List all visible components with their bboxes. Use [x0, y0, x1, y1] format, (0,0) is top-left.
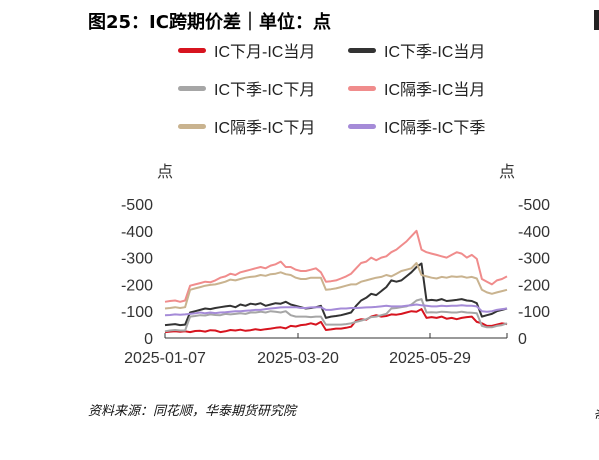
- chart-title: 图25：IC跨期价差｜单位：点: [88, 8, 331, 34]
- y-axis-right: 0 -100 -200 -300 -400 -500: [518, 197, 550, 348]
- series-line-1: [164, 308, 508, 334]
- legend-swatch-purple: [348, 123, 376, 129]
- y-tick-label-left: -100: [121, 304, 153, 321]
- legend-item-4: IC隔季-IC当月: [348, 76, 485, 100]
- x-tick-label-2: 2025-03-20: [257, 350, 339, 367]
- adjacent-figure-edge: [594, 10, 599, 30]
- series-line-4: [164, 229, 508, 303]
- legend-swatch-tan: [178, 123, 206, 129]
- y-tick-label-left: -400: [121, 224, 153, 241]
- legend-item-3: IC下季-IC下月: [178, 76, 315, 100]
- legend-item-2: IC下季-IC当月: [348, 38, 485, 62]
- x-tick-label-1: 2025-01-07: [124, 350, 206, 367]
- legend-item-6: IC隔季-IC下季: [348, 114, 485, 138]
- x-tick-label-3: 2025-05-29: [389, 350, 471, 367]
- y-tick-label-right: -300: [518, 251, 550, 268]
- legend-item-5: IC隔季-IC下月: [178, 114, 315, 138]
- series-line-3: [164, 298, 508, 333]
- legend-swatch-pink: [348, 85, 376, 91]
- legend-label-1: IC下月-IC当月: [214, 44, 316, 61]
- y-tick-label-right: -200: [518, 277, 550, 294]
- legend-swatch-black: [348, 47, 376, 53]
- legend-label-3: IC下季-IC下月: [214, 82, 316, 99]
- chart-title-text: 图25：IC跨期价差｜单位：点: [88, 12, 331, 33]
- y-tick-label-right: 0: [518, 331, 527, 348]
- y-axis-unit-right: 点: [499, 163, 515, 181]
- adjacent-source-edge: 资: [593, 405, 599, 419]
- y-tick-label-left: -500: [121, 197, 153, 214]
- y-axis-left: 0 -100 -200 -300 -400 -500: [121, 197, 153, 348]
- legend-item-1: IC下月-IC当月: [178, 38, 315, 62]
- legend-swatch-gray: [178, 85, 206, 91]
- legend-swatch-red: [178, 47, 206, 53]
- legend-label-4: IC隔季-IC当月: [384, 82, 486, 99]
- series-line-5: [164, 262, 508, 310]
- y-axis-unit-left: 点: [157, 163, 173, 181]
- legend-label-5: IC隔季-IC下月: [214, 120, 316, 137]
- y-tick-label-left: -300: [121, 251, 153, 268]
- legend-label-2: IC下季-IC当月: [384, 44, 486, 61]
- series-line-2: [164, 262, 508, 327]
- y-tick-label-left: 0: [144, 331, 153, 348]
- y-tick-label-right: -400: [518, 224, 550, 241]
- y-tick-label-left: -200: [121, 277, 153, 294]
- y-tick-label-right: -100: [518, 304, 550, 321]
- series-line-6: [164, 303, 508, 317]
- series-lines: [164, 229, 508, 334]
- source-note: 资料来源：同花顺，华泰期货研究院: [88, 404, 297, 419]
- legend-label-6: IC隔季-IC下季: [384, 120, 486, 137]
- y-tick-label-right: -500: [518, 197, 550, 214]
